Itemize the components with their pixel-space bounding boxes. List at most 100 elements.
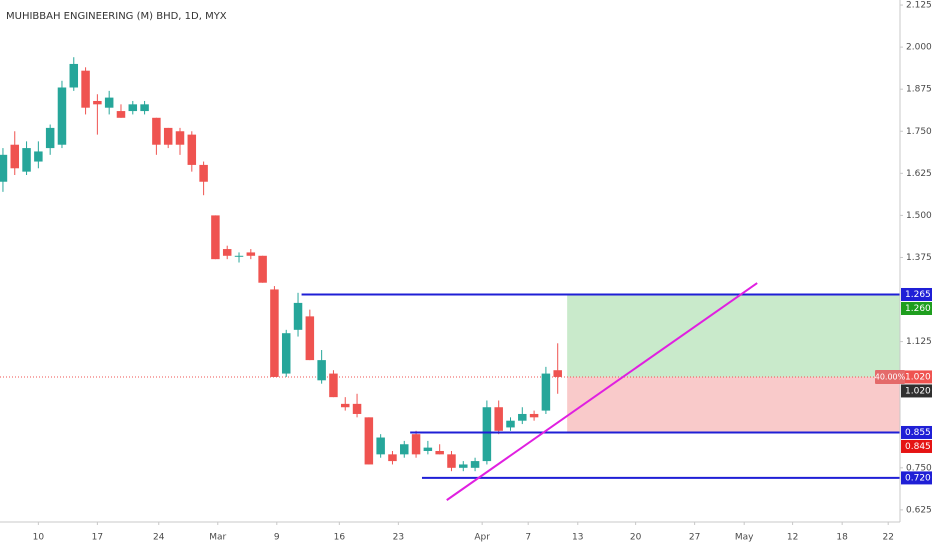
candle-body <box>482 407 492 462</box>
candle-body <box>494 407 503 431</box>
price-label-text: 1.020 <box>905 372 931 382</box>
price-label-text: 1.020 <box>905 386 931 396</box>
price-label: 1.260 <box>901 301 932 315</box>
y-tick-label: 1.875 <box>906 85 932 95</box>
candle-body <box>175 131 185 145</box>
candle-body <box>352 403 362 414</box>
candle-body <box>163 127 173 145</box>
y-tick-label: 1.375 <box>906 253 932 263</box>
price-label: 0.855 <box>901 425 932 439</box>
candle-body <box>506 420 515 428</box>
price-label: 1.020 <box>901 384 932 398</box>
price-axis-panel <box>900 0 932 550</box>
x-tick-label: 24 <box>153 533 165 543</box>
price-label-text: 1.265 <box>905 290 931 300</box>
x-tick-label: 12 <box>787 533 798 543</box>
candle-body <box>388 454 397 462</box>
x-tick-label: 27 <box>689 533 700 543</box>
candle-body <box>140 104 149 112</box>
candle-body <box>222 249 232 256</box>
percent-label-box <box>875 369 905 384</box>
y-tick-label: 1.625 <box>906 169 932 179</box>
candle-body <box>340 403 350 408</box>
price-label-text: 1.260 <box>905 304 931 314</box>
plot-area <box>0 57 900 501</box>
candle-body <box>293 302 303 330</box>
candle-body <box>22 148 31 172</box>
candle-body <box>199 164 208 182</box>
x-tick-label: 16 <box>334 533 346 543</box>
candle-body <box>69 63 79 88</box>
price-label-box <box>901 370 932 384</box>
candle-body <box>45 127 55 149</box>
y-tick-label: 2.000 <box>906 43 932 53</box>
candle-body <box>518 413 527 421</box>
x-tick-label: Apr <box>474 533 490 543</box>
price-label: 1.020 <box>901 370 932 384</box>
x-tick-label: 13 <box>572 533 583 543</box>
candle-body <box>234 255 244 257</box>
candle-body <box>281 333 291 374</box>
candle-body <box>0 154 8 182</box>
candle-body <box>447 454 456 468</box>
price-label: 1.265 <box>901 287 932 301</box>
candle-body <box>152 117 161 145</box>
candle-body <box>305 316 315 361</box>
loss-zone <box>567 376 900 433</box>
candle-body <box>93 100 102 105</box>
chart-title: MUHIBBAH ENGINEERING (M) BHD, 1D, MYX <box>6 11 227 22</box>
x-tick-label: 10 <box>33 533 45 543</box>
candle-body <box>211 215 220 260</box>
candle-body <box>470 461 480 468</box>
candle-body <box>553 370 562 377</box>
x-tick-label: 7 <box>525 533 531 543</box>
x-tick-label: Mar <box>209 533 226 543</box>
y-tick-label: 0.750 <box>906 463 932 473</box>
candle-body <box>435 450 444 455</box>
candle-body <box>364 417 374 465</box>
y-tick-label: 1.750 <box>906 127 932 137</box>
candle-body <box>104 97 114 108</box>
y-tick-label: 1.500 <box>906 211 932 221</box>
candle-body <box>376 437 385 455</box>
x-tick-label: 9 <box>274 533 280 543</box>
candle-body <box>187 134 197 165</box>
candle-body <box>400 444 409 455</box>
candle-body <box>329 373 338 398</box>
price-label-text: 0.720 <box>905 473 931 483</box>
candle-body <box>81 70 90 108</box>
trendline <box>446 282 758 501</box>
price-label-box <box>901 471 932 485</box>
candle-body <box>10 144 20 169</box>
candle-body <box>411 434 421 455</box>
x-tick-label: 23 <box>393 533 404 543</box>
candle-body <box>246 252 256 256</box>
candle-body <box>459 464 468 468</box>
candle-body <box>270 289 279 377</box>
profit-zone <box>567 294 900 377</box>
candle-body <box>423 447 433 451</box>
x-tick-label: 22 <box>882 533 893 543</box>
candle-body <box>317 360 326 381</box>
x-tick-label: 17 <box>92 533 103 543</box>
price-label-box <box>901 439 932 453</box>
price-label-box <box>901 384 932 398</box>
y-tick-label: 1.125 <box>906 337 932 347</box>
price-label-text: 0.855 <box>905 428 931 438</box>
price-label: 0.845 <box>901 439 932 453</box>
candle-body <box>116 111 126 118</box>
candle-body <box>128 104 138 112</box>
x-tick-label: May <box>735 533 754 543</box>
price-label: 0.720 <box>901 471 932 485</box>
price-label-box <box>901 425 932 439</box>
percent-label-text: 40.00% <box>875 372 906 381</box>
candle-body <box>34 151 43 162</box>
x-tick-label: 18 <box>836 533 848 543</box>
y-tick-label: 0.625 <box>906 505 932 515</box>
price-label-box <box>901 301 932 315</box>
axes: 2.125 2.000 1.875 1.750 1.625 1.500 1.375 1.125… <box>33 1 932 543</box>
candle-body <box>541 373 551 411</box>
